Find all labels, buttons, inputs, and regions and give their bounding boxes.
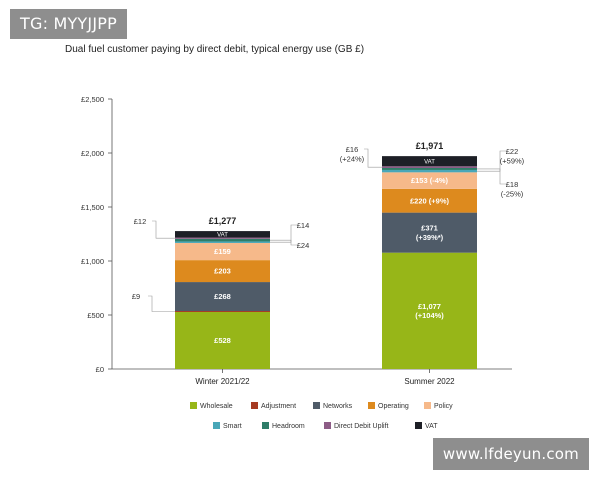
y-tick-label: £0 xyxy=(96,365,104,374)
annotation-leader xyxy=(364,148,382,168)
bar-segment-adjustment xyxy=(175,311,270,312)
legend-swatch-adjustment xyxy=(251,402,258,409)
y-tick-label: £500 xyxy=(87,311,104,320)
legend-label-wholesale: Wholesale xyxy=(200,403,233,410)
data-label-wholesale: £1,077 (+104%) xyxy=(415,302,444,320)
bar-segment-ddu xyxy=(382,166,477,169)
legend: Wholesale Adjustment Networks Operating Poli… xyxy=(190,402,453,430)
bar-segment-wholesale xyxy=(382,252,477,369)
annotation-label: £16 (+24%) xyxy=(340,145,365,163)
bar-segment-policy xyxy=(382,172,477,189)
annotation-leader xyxy=(270,224,297,243)
legend-label-ddu: Direct Debit Uplift xyxy=(334,423,389,430)
annotation-label: £18 (-25%) xyxy=(501,180,524,198)
total-label: £1,971 xyxy=(416,141,444,151)
data-label-policy: £159 xyxy=(214,247,231,256)
legend-swatch-networks xyxy=(313,402,320,409)
annotations: £9 £12 £14 £24 £16 (+24%) £22 (+59%) £18 (-25%) xyxy=(132,145,525,312)
chart-title: Dual fuel customer paying by direct debi… xyxy=(65,44,365,55)
bar-segment-operating xyxy=(175,260,270,283)
x-tick-label: Winter 2021/22 xyxy=(195,377,250,386)
data-label-vat: VAT xyxy=(424,159,435,165)
legend-label-policy: Policy xyxy=(434,403,453,410)
legend-swatch-operating xyxy=(368,402,375,409)
annotation-label: £14 xyxy=(297,221,310,230)
y-tick-label: £2,500 xyxy=(81,95,104,104)
legend-label-smart: Smart xyxy=(223,423,242,430)
bar-segment-vat xyxy=(175,231,270,238)
bar-segment-headroom xyxy=(175,238,270,242)
annotation-leader xyxy=(152,220,175,239)
bar-segment-policy xyxy=(175,242,270,261)
y-tick-label: £1,000 xyxy=(81,257,104,266)
annotation-label: £22 (+59%) xyxy=(500,147,525,165)
legend-label-networks: Networks xyxy=(323,403,353,410)
legend-label-vat: VAT xyxy=(425,423,438,430)
annotation-leader xyxy=(270,239,297,246)
bar-segment-smart xyxy=(175,241,270,243)
bar-segment-wholesale xyxy=(175,311,270,369)
annotation-leader xyxy=(477,168,506,185)
bar-segment-headroom xyxy=(382,168,477,170)
bar-segment-operating xyxy=(382,188,477,213)
total-label: £1,277 xyxy=(209,216,237,226)
watermark-top: TG: MYYJJPP xyxy=(10,9,127,39)
annotation-leader xyxy=(148,295,175,312)
annotation-label: £24 xyxy=(297,241,310,250)
data-label-operating: £220 (+9%) xyxy=(410,196,449,205)
bar-segment-smart xyxy=(382,169,477,173)
legend-label-headroom: Headroom xyxy=(272,423,305,430)
x-tick-label: Summer 2022 xyxy=(404,377,455,386)
y-tick-label: £2,000 xyxy=(81,149,104,158)
legend-swatch-smart xyxy=(213,422,220,429)
annotation-label: £9 xyxy=(132,292,140,301)
bar-segment-networks xyxy=(175,282,270,312)
legend-swatch-policy xyxy=(424,402,431,409)
legend-swatch-wholesale xyxy=(190,402,197,409)
bar-segment-ddu xyxy=(175,237,270,239)
annotation-leader xyxy=(477,150,506,172)
data-label-networks: £371 (+39%*) xyxy=(416,224,444,242)
watermark-bottom: www.lfdeyun.com xyxy=(432,438,589,470)
y-tick-label: £1,500 xyxy=(81,203,104,212)
bar-segment-vat xyxy=(382,156,477,167)
legend-swatch-vat xyxy=(415,422,422,429)
data-label-operating: £203 xyxy=(214,267,231,276)
legend-label-operating: Operating xyxy=(378,403,409,410)
data-label-networks: £268 xyxy=(214,292,231,301)
legend-swatch-headroom xyxy=(262,422,269,429)
annotation-label: £12 xyxy=(134,217,147,226)
data-label-wholesale: £528 xyxy=(214,336,231,345)
data-label-vat: VAT xyxy=(217,232,228,238)
legend-label-adjustment: Adjustment xyxy=(261,403,296,410)
legend-swatch-ddu xyxy=(324,422,331,429)
bar-segment-networks xyxy=(382,212,477,253)
data-label-policy: £153 (-4%) xyxy=(411,176,449,185)
bars: £528 £268 £203 £159 VAT £1,277 £1,077 (+104%) £3… xyxy=(175,141,477,369)
